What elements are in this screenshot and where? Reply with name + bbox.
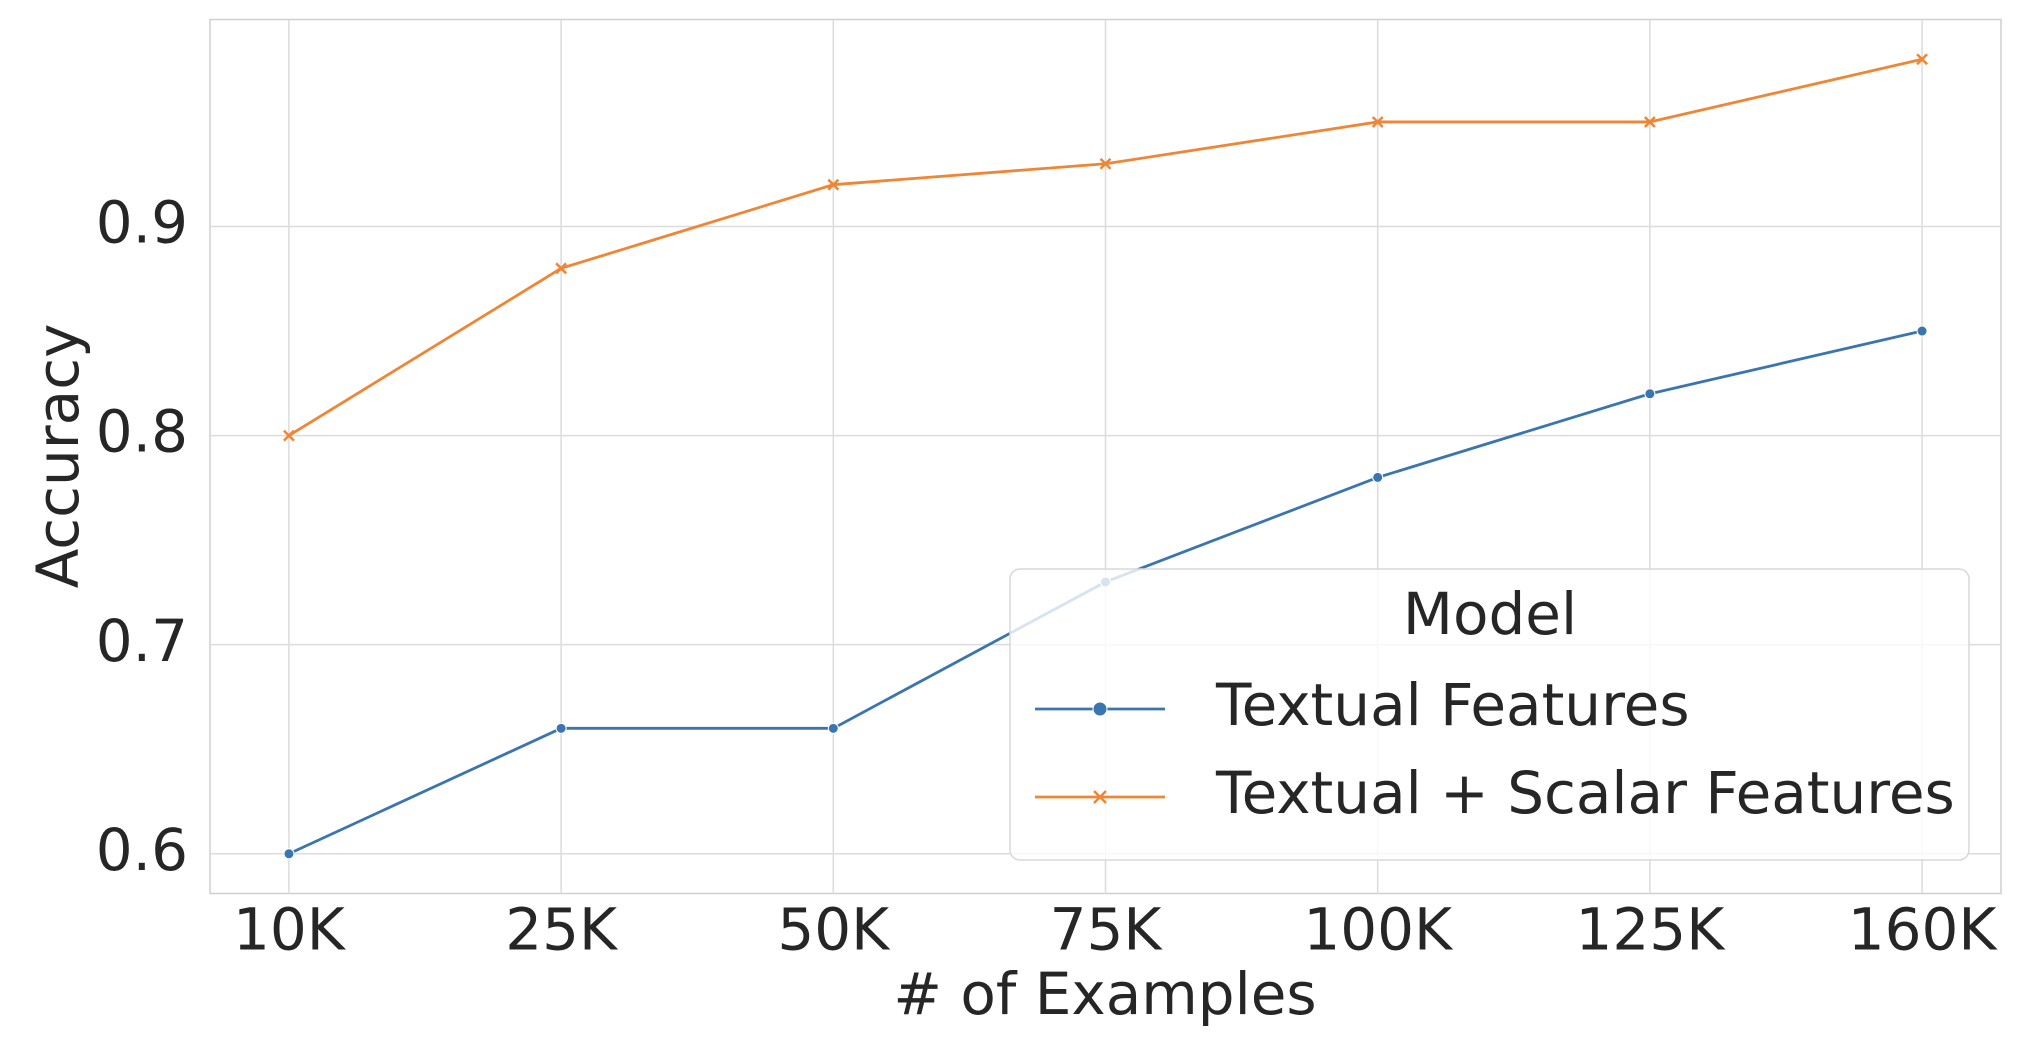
marker <box>827 178 840 191</box>
legend-label: Textual Features <box>1215 671 1690 739</box>
marker <box>1093 790 1107 804</box>
legend-label: Textual + Scalar Features <box>1215 759 1955 827</box>
marker <box>1092 701 1108 717</box>
marker <box>1644 388 1656 400</box>
y-tick-label: 0.8 <box>96 398 188 466</box>
marker <box>1372 471 1384 483</box>
marker <box>1916 53 1928 66</box>
marker <box>827 722 839 734</box>
x-tick-label: 25K <box>505 896 619 964</box>
legend: Model Textual Features Textual + Scalar F… <box>1009 568 1970 861</box>
y-tick-label: 0.9 <box>96 189 188 257</box>
x-tick-label: 100K <box>1303 896 1454 964</box>
x-tick-label: 10K <box>233 896 347 964</box>
marker <box>1371 116 1384 128</box>
plot-area: 0.6 0.7 0.8 0.9 10K 25K 50K 75K 100K 125K 160K <box>96 19 2001 964</box>
marker <box>1643 116 1656 128</box>
x-tick-label: 125K <box>1576 896 1727 964</box>
y-tick-label: 0.6 <box>96 816 188 884</box>
legend-title: Model <box>1403 580 1577 648</box>
marker <box>555 722 567 734</box>
x-tick-label: 50K <box>777 896 891 964</box>
marker <box>283 429 295 442</box>
x-axis-label: # of Examples <box>893 960 1316 1028</box>
x-tick-label: 160K <box>1848 896 1999 964</box>
marker <box>555 262 568 275</box>
legend-box <box>1009 568 1970 861</box>
y-axis-label: Accuracy <box>24 324 92 589</box>
marker <box>1916 325 1928 337</box>
marker <box>283 848 295 860</box>
x-tick-label: 75K <box>1050 896 1164 964</box>
marker <box>1099 157 1112 170</box>
y-tick-label: 0.7 <box>96 607 188 675</box>
